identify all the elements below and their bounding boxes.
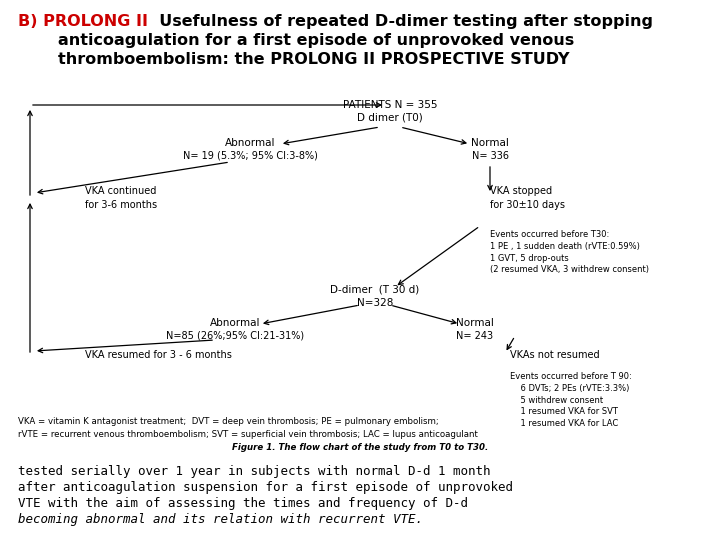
Text: N= 19 (5.3%; 95% CI:3-8%): N= 19 (5.3%; 95% CI:3-8%) <box>183 151 318 161</box>
Text: VKAs not resumed: VKAs not resumed <box>510 350 600 360</box>
Text: Events occurred before T30:
1 PE , 1 sudden death (rVTE:0.59%)
1 GVT, 5 drop-out: Events occurred before T30: 1 PE , 1 sud… <box>490 230 649 274</box>
Text: VKA resumed for 3 - 6 months: VKA resumed for 3 - 6 months <box>85 350 232 360</box>
Text: VTE with the aim of assessing the times and frequency of D-d: VTE with the aim of assessing the times … <box>18 497 468 510</box>
Text: N=328: N=328 <box>357 298 393 308</box>
Text: D-dimer  (T 30 d): D-dimer (T 30 d) <box>330 285 420 295</box>
Text: D dimer (T0): D dimer (T0) <box>357 112 423 122</box>
Text: Abnormal: Abnormal <box>225 138 275 148</box>
Text: thromboembolism: the PROLONG II PROSPECTIVE STUDY: thromboembolism: the PROLONG II PROSPECT… <box>58 52 570 67</box>
Text: B) PROLONG II: B) PROLONG II <box>18 14 148 29</box>
Text: VKA stopped
for 30±10 days: VKA stopped for 30±10 days <box>490 186 565 210</box>
Text: rVTE = recurrent venous thromboembolism; SVT = superficial vein thrombosis; LAC : rVTE = recurrent venous thromboembolism;… <box>18 430 478 439</box>
Text: VKA continued
for 3-6 months: VKA continued for 3-6 months <box>85 186 157 210</box>
Text: Events occurred before T 90:
    6 DVTs; 2 PEs (rVTE:3.3%)
    5 withdrew consen: Events occurred before T 90: 6 DVTs; 2 P… <box>510 372 631 428</box>
Text: Figure 1. The flow chart of the study from T0 to T30.: Figure 1. The flow chart of the study fr… <box>232 443 488 452</box>
Text: N=85 (26%;95% CI:21-31%): N=85 (26%;95% CI:21-31%) <box>166 331 304 341</box>
Text: becoming abnormal and its relation with recurrent VTE.: becoming abnormal and its relation with … <box>18 513 423 526</box>
Text: after anticoagulation suspension for a first episode of unprovoked: after anticoagulation suspension for a f… <box>18 481 513 494</box>
Text: anticoagulation for a first episode of unprovoked venous: anticoagulation for a first episode of u… <box>58 33 575 48</box>
Text: PATIENTS N = 355: PATIENTS N = 355 <box>343 100 437 110</box>
Text: Normal: Normal <box>456 318 494 328</box>
Text: Usefulness of repeated D-dimer testing after stopping: Usefulness of repeated D-dimer testing a… <box>148 14 653 29</box>
Text: tested serially over 1 year in subjects with normal D-d 1 month: tested serially over 1 year in subjects … <box>18 465 490 478</box>
Text: Abnormal: Abnormal <box>210 318 260 328</box>
Text: Normal: Normal <box>471 138 509 148</box>
Text: N= 243: N= 243 <box>456 331 494 341</box>
Text: VKA = vitamin K antagonist treatment;  DVT = deep vein thrombosis; PE = pulmonar: VKA = vitamin K antagonist treatment; DV… <box>18 417 438 426</box>
Text: N= 336: N= 336 <box>472 151 508 161</box>
